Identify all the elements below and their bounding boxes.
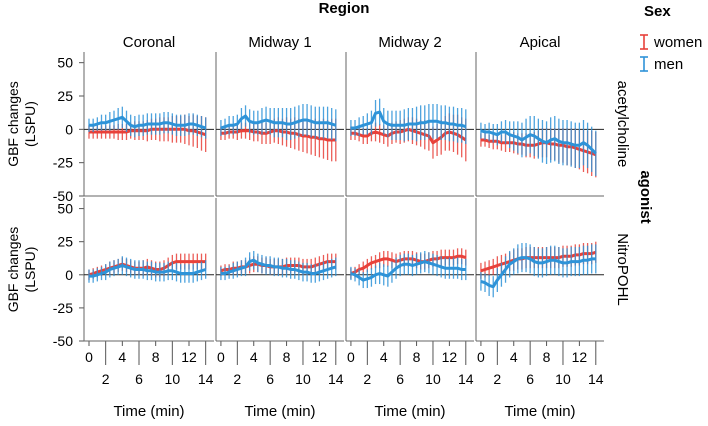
x-tick-label: 6 bbox=[526, 371, 534, 387]
x-tick-label: 4 bbox=[380, 349, 388, 365]
y-tick-label: 25 bbox=[57, 88, 73, 104]
series-men bbox=[480, 116, 597, 176]
agonist-title: agonist bbox=[637, 170, 654, 223]
panel-acetylcholine-midway-1 bbox=[215, 52, 344, 197]
panel-NitroPOHL-apical bbox=[475, 198, 604, 342]
x-tick-label: 14 bbox=[458, 371, 474, 387]
panel-acetylcholine-coronal bbox=[83, 52, 214, 197]
series-line bbox=[89, 115, 207, 130]
x-tick-label: 4 bbox=[510, 349, 518, 365]
x-tick-label: 6 bbox=[266, 371, 274, 387]
series-line bbox=[480, 256, 596, 289]
x-tick-label: 12 bbox=[312, 349, 328, 365]
y-tick-label: -25 bbox=[53, 155, 73, 171]
y-axis-label-line: GBF changes bbox=[5, 227, 21, 313]
y-tick-label: -50 bbox=[53, 188, 73, 204]
x-tick-label: 2 bbox=[233, 371, 241, 387]
panel-NitroPOHL-midway-2 bbox=[345, 198, 474, 342]
y-tick-label: 25 bbox=[57, 234, 73, 250]
x-tick-label: 0 bbox=[477, 349, 485, 365]
panel-NitroPOHL-midway-1 bbox=[215, 198, 344, 342]
x-tick-label: 4 bbox=[118, 349, 126, 365]
panel-row-title: NitroPOHL bbox=[614, 233, 631, 306]
x-tick-label: 10 bbox=[555, 371, 571, 387]
series-men bbox=[220, 250, 337, 283]
x-axis-label: Time (min) bbox=[113, 403, 184, 420]
series-men bbox=[350, 250, 467, 289]
y-tick-label: 50 bbox=[57, 201, 73, 217]
y-tick-label: 0 bbox=[65, 121, 73, 137]
x-tick-label: 10 bbox=[425, 371, 441, 387]
panel-col-title: Coronal bbox=[123, 34, 176, 51]
panel-col-title: Midway 1 bbox=[248, 34, 311, 51]
x-tick-label: 4 bbox=[250, 349, 258, 365]
series-line bbox=[350, 260, 466, 282]
legend-item-women: women bbox=[640, 34, 702, 51]
panel-row-title: acetylcholine bbox=[614, 81, 631, 168]
series-line bbox=[480, 129, 597, 155]
x-axis-label: Time (min) bbox=[374, 403, 445, 420]
x-tick-label: 12 bbox=[181, 349, 197, 365]
x-tick-label: 6 bbox=[396, 371, 404, 387]
legend-label: men bbox=[654, 56, 683, 73]
series-line bbox=[220, 258, 337, 275]
x-tick-label: 6 bbox=[135, 371, 143, 387]
x-tick-label: 8 bbox=[543, 349, 551, 365]
series-line bbox=[350, 110, 467, 130]
legend-item-men: men bbox=[640, 56, 683, 73]
x-tick-label: 8 bbox=[413, 349, 421, 365]
series-men bbox=[480, 243, 597, 298]
x-tick-label: 14 bbox=[328, 371, 344, 387]
x-tick-label: 12 bbox=[442, 349, 458, 365]
y-axis-label-line: (LSPU) bbox=[22, 101, 38, 147]
y-axis-label-line: (LSPU) bbox=[22, 247, 38, 293]
y-axis-label: GBF changes(LSPU) bbox=[5, 227, 38, 313]
series-men bbox=[88, 256, 207, 283]
series-line bbox=[89, 264, 207, 278]
y-tick-label: 0 bbox=[65, 267, 73, 283]
legend-title: Sex bbox=[644, 3, 671, 20]
x-tick-label: 2 bbox=[493, 371, 501, 387]
x-tick-label: 12 bbox=[572, 349, 588, 365]
region-title: Region bbox=[319, 0, 370, 17]
y-axis-label-line: GBF changes bbox=[5, 81, 21, 167]
x-tick-label: 2 bbox=[102, 371, 110, 387]
series-men bbox=[350, 98, 467, 144]
x-tick-label: 8 bbox=[283, 349, 291, 365]
x-tick-label: 2 bbox=[363, 371, 371, 387]
x-tick-label: 14 bbox=[198, 371, 214, 387]
x-tick-label: 0 bbox=[85, 349, 93, 365]
y-tick-label: 50 bbox=[57, 55, 73, 71]
x-axis-label: Time (min) bbox=[244, 403, 315, 420]
y-tick-label: -25 bbox=[53, 300, 73, 316]
x-tick-label: 10 bbox=[295, 371, 311, 387]
series-men bbox=[220, 104, 337, 142]
panel-acetylcholine-midway-2 bbox=[345, 52, 474, 197]
x-tick-label: 0 bbox=[217, 349, 225, 365]
y-tick-label: -50 bbox=[53, 333, 73, 349]
x-axis-label: Time (min) bbox=[504, 403, 575, 420]
series-line bbox=[220, 114, 337, 130]
x-tick-label: 0 bbox=[347, 349, 355, 365]
x-tick-label: 10 bbox=[165, 371, 181, 387]
x-tick-label: 14 bbox=[588, 371, 604, 387]
legend-label: women bbox=[653, 34, 702, 51]
panel-acetylcholine-apical bbox=[475, 52, 604, 197]
y-axis-label: GBF changes(LSPU) bbox=[5, 81, 38, 167]
panel-col-title: Apical bbox=[520, 34, 561, 51]
panel-col-title: Midway 2 bbox=[378, 34, 441, 51]
series-men bbox=[88, 106, 207, 139]
x-tick-label: 8 bbox=[152, 349, 160, 365]
panel-NitroPOHL-coronal bbox=[83, 198, 214, 342]
